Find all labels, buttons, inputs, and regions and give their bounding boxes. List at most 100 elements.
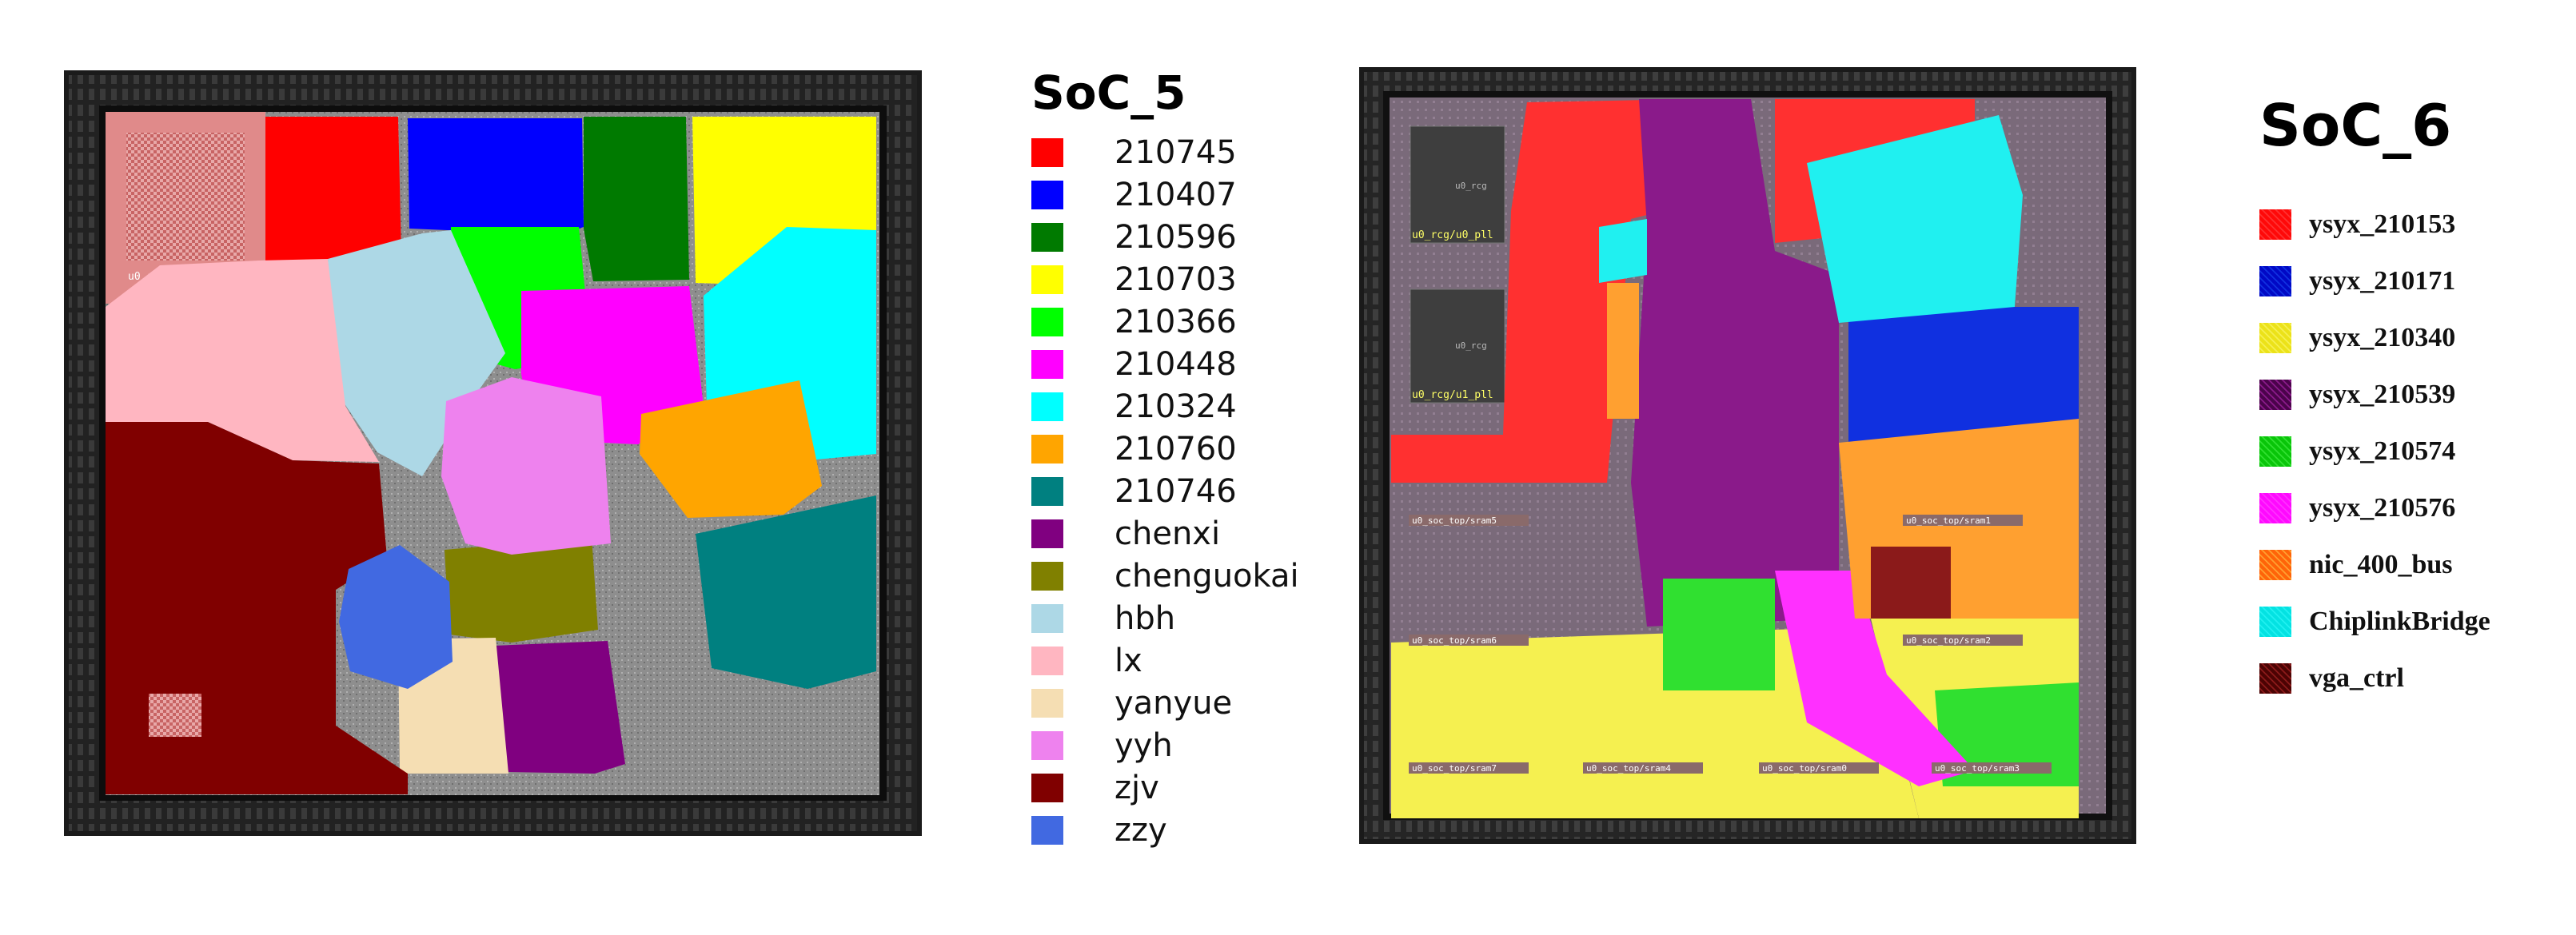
soc6-legend-label: vga_ctrl <box>2309 662 2404 693</box>
module-ysyx_210576 <box>1775 571 1975 786</box>
soc5-legend-item: 210448 <box>1031 343 1299 385</box>
soc5-legend-item: hbh <box>1031 597 1299 639</box>
soc5-legend-label: lx <box>1115 642 1142 679</box>
soc5-legend-swatch <box>1031 180 1063 209</box>
module-chenxi <box>494 641 625 774</box>
module-ChiplinkBridge <box>1807 115 2023 323</box>
soc5-legend-label: 210596 <box>1115 218 1237 256</box>
soc6-pll0-macro <box>1410 125 1505 244</box>
soc5-legend-item: 210745 <box>1031 131 1299 173</box>
soc6-legend-item: ysyx_210539 <box>2259 366 2490 423</box>
module-210745 <box>265 117 401 262</box>
soc5-legend-label: 210745 <box>1115 133 1237 171</box>
soc6-legend-label: ysyx_210153 <box>2309 209 2456 239</box>
soc6-legend-swatch <box>2259 209 2291 240</box>
soc6-legend-label: ysyx_210576 <box>2309 492 2456 523</box>
soc5-legend-label: 210746 <box>1115 472 1237 510</box>
soc6-sram7-label: u0_soc_top/sram7 <box>1412 763 1497 774</box>
soc5-legend-swatch <box>1031 603 1063 633</box>
soc5-legend-item: 210407 <box>1031 173 1299 216</box>
soc5-legend-label: 210448 <box>1115 345 1237 383</box>
soc5-legend-swatch <box>1031 815 1063 845</box>
module-ChiplinkBridge-small <box>1599 219 1647 283</box>
soc5-legend-swatch <box>1031 688 1063 718</box>
soc5-legend-swatch <box>1031 392 1063 421</box>
soc5-small-macro <box>149 694 201 737</box>
soc5-legend-swatch <box>1031 561 1063 591</box>
soc6-legend-label: ChiplinkBridge <box>2309 606 2490 636</box>
soc5-legend-item: 210746 <box>1031 470 1299 512</box>
soc5-legend-swatch <box>1031 730 1063 760</box>
soc5-legend-item: zjv <box>1031 766 1299 809</box>
soc6-legend-item: nic_400_bus <box>2259 536 2490 593</box>
soc6-legend-label: ysyx_210171 <box>2309 265 2456 296</box>
soc6-sram2-label: u0_soc_top/sram2 <box>1906 635 1991 646</box>
soc6-sram0-label: u0_soc_top/sram0 <box>1762 763 1847 774</box>
soc6-legend-item: ysyx_210153 <box>2259 196 2490 253</box>
module-chenguokai <box>445 537 598 643</box>
soc5-legend-item: 210324 <box>1031 385 1299 428</box>
soc6-legend-item: ysyx_210574 <box>2259 423 2490 479</box>
soc6-sram6-label: u0_soc_top/sram6 <box>1412 635 1497 646</box>
soc5-legend-swatch <box>1031 307 1063 336</box>
soc5-legend-item: chenguokai <box>1031 555 1299 597</box>
module-210746 <box>696 495 876 689</box>
module-210760 <box>640 380 822 518</box>
soc6-legend-item: ysyx_210340 <box>2259 309 2490 366</box>
soc5-legend-swatch <box>1031 137 1063 167</box>
soc6-legend-item: ysyx_210576 <box>2259 479 2490 536</box>
soc5-legend-item: 210596 <box>1031 216 1299 258</box>
soc6-legend-swatch <box>2259 322 2291 353</box>
soc5-legend-label: 210366 <box>1115 303 1237 340</box>
soc5-legend-item: yanyue <box>1031 682 1299 724</box>
soc5-legend-item: 210760 <box>1031 428 1299 470</box>
soc5-legend-item: 210703 <box>1031 258 1299 300</box>
soc5-legend-label: chenguokai <box>1115 557 1299 595</box>
soc6-legend-label: nic_400_bus <box>2309 549 2453 579</box>
soc5-legend-label: 210324 <box>1115 388 1237 425</box>
soc6-legend-swatch <box>2259 379 2291 410</box>
soc6-sram3-label: u0_soc_top/sram3 <box>1935 763 2020 774</box>
module-ysyx_210574-mid <box>1663 579 1775 690</box>
soc5-legend-label: zzy <box>1115 811 1167 849</box>
soc6-title: SoC_6 <box>2259 92 2452 159</box>
soc6-legend-item: vga_ctrl <box>2259 650 2490 706</box>
soc6-pll1-macro <box>1410 288 1505 404</box>
module-yyh <box>441 377 611 555</box>
soc6-legend-label: ysyx_210539 <box>2309 379 2456 409</box>
soc5-legend-swatch <box>1031 349 1063 379</box>
soc5-legend-item: lx <box>1031 639 1299 682</box>
soc5-legend: SoC_5 210745 210407 210596 210703 210366 2104… <box>1031 66 1299 851</box>
soc5-floorplan: u0_rcg/u0_pll <box>64 70 922 836</box>
soc5-legend-label: zjv <box>1115 769 1159 806</box>
soc5-legend-swatch <box>1031 519 1063 548</box>
soc5-legend-item: yyh <box>1031 724 1299 766</box>
soc5-legend-item: zzy <box>1031 809 1299 851</box>
module-vga_ctrl <box>1871 547 1951 619</box>
soc6-legend-label: ysyx_210340 <box>2309 322 2456 352</box>
soc6-pll1-top-label: u0_rcg <box>1455 340 1487 351</box>
soc5-legend-label: 210407 <box>1115 176 1237 213</box>
soc5-legend-label: 210760 <box>1115 430 1237 468</box>
soc6-sram1-label: u0_soc_top/sram1 <box>1906 515 1991 526</box>
module-210407 <box>408 118 584 235</box>
soc6-legend-item: ysyx_210171 <box>2259 253 2490 309</box>
module-nic_400_bus-left <box>1607 283 1639 419</box>
soc6-legend-swatch <box>2259 606 2291 637</box>
soc6-floorplan: u0_rcg u0_rcg/u0_pll u0_rcg u0_rcg/u1_pl… <box>1359 67 2136 844</box>
soc6-pll0-label: u0_rcg/u0_pll <box>1412 229 1493 241</box>
soc5-legend-item: 210366 <box>1031 300 1299 343</box>
soc5-legend-swatch <box>1031 773 1063 802</box>
soc6-pll0-top-label: u0_rcg <box>1455 181 1487 191</box>
soc6-legend-swatch <box>2259 492 2291 523</box>
soc6-pll1-label: u0_rcg/u1_pll <box>1412 389 1493 401</box>
soc6-legend-label: ysyx_210574 <box>2309 436 2456 466</box>
soc5-legend-label: chenxi <box>1115 515 1221 552</box>
soc6-legend-swatch <box>2259 436 2291 467</box>
soc6-sram5-label: u0_soc_top/sram5 <box>1412 515 1497 526</box>
soc5-legend-swatch <box>1031 646 1063 675</box>
module-210596 <box>584 117 689 281</box>
soc5-legend-label: yyh <box>1115 726 1173 764</box>
module-ysyx_210574-right <box>1935 682 2079 786</box>
